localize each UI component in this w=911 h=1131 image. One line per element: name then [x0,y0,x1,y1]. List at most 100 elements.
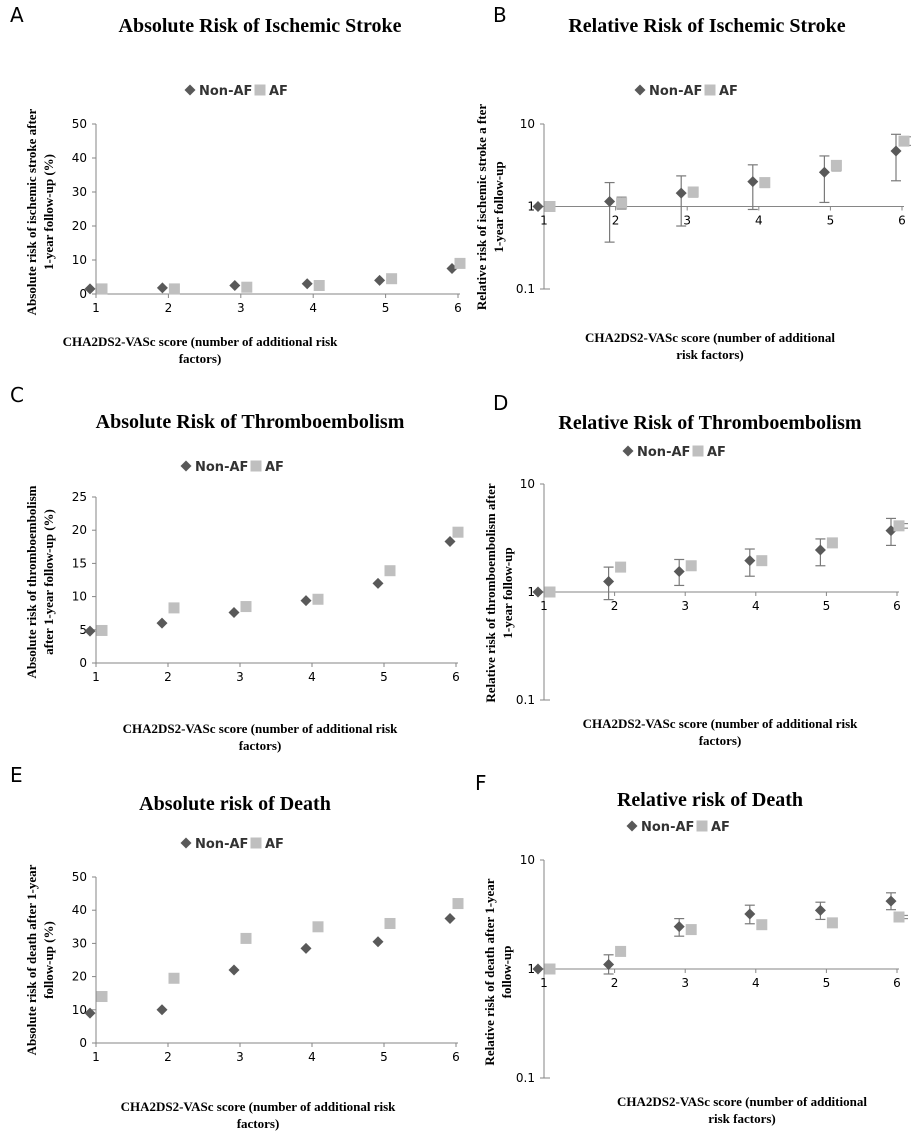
data-point [168,972,180,984]
data-point [301,278,313,290]
data-point [372,936,384,948]
y-axis-label-line: follow-up [499,946,514,999]
chart-title: Relative risk of Death [617,789,803,811]
y-tick-label: 10 [72,253,87,267]
legend-marker-af [250,460,262,472]
series-af [544,911,905,975]
error-bars-non-af [604,133,901,243]
data-point [386,273,398,285]
data-point [687,186,699,198]
legend: Non-AF AF [634,84,738,99]
chart-panel-e: E Absolute risk of Death Non-AF AF 0 10 20 30 40… [10,763,464,1131]
y-tick-label: 10 [72,590,87,604]
x-tick-label: 2 [165,301,173,315]
data-point [893,911,905,923]
y-tick-label: 40 [72,151,87,165]
series-non-af [84,913,456,1019]
panel-letter: F [475,771,487,795]
data-point [372,577,384,589]
data-point [384,917,396,929]
data-point [452,526,464,538]
data-point [744,555,756,567]
y-tick-label: 10 [520,117,535,131]
chart-panel-b: B Relative Risk of Ischemic Stroke Non-AF A… [474,3,911,362]
x-axis-label-line: factors) [237,1116,280,1131]
data-point [313,280,325,291]
legend-label: AF [269,84,288,99]
chart-title: Relative Risk of Thromboembolism [558,412,861,434]
chart-title: Absolute Risk of Ischemic Stroke [119,15,402,37]
data-point [756,555,768,567]
x-axis-label-line: CHA2DS2-VASc score (number of additional… [121,1099,397,1114]
legend-marker-non-af [180,460,192,472]
data-point [604,195,616,207]
axes: 0 10 20 30 40 50 1 2 3 4 5 6 [72,870,460,1064]
x-tick-label: 4 [755,214,763,228]
data-point [454,257,466,269]
y-tick-label: 1 [527,585,535,599]
data-point [615,561,627,573]
x-tick-label: 4 [308,1050,316,1064]
y-tick-label: 50 [72,117,87,131]
x-tick-label: 1 [540,599,548,613]
y-tick-label: 40 [72,903,87,917]
legend-label: Non-AF [195,837,248,852]
panel-letter: E [10,763,23,787]
axes: 0.1 1 10 1 2 3 4 5 6 [516,853,901,1085]
error-bars-non-af [603,892,896,975]
series-af [96,898,464,1003]
y-tick-label: 5 [79,623,87,637]
y-tick-label: 10 [520,477,535,491]
x-axis-label-line: factors) [239,738,282,753]
chart-panel-c: C Absolute Risk of Thromboembolism Non-AF A… [10,383,464,753]
y-axis-label-line: Absolute risk of thromboembolism [24,485,39,678]
data-point [747,176,759,188]
x-tick-label: 4 [752,976,760,990]
legend: Non-AF AF [180,837,284,852]
y-axis-label-line: Absolute risk of ischemic stroke after [24,108,39,315]
x-tick-label: 1 [92,1050,100,1064]
data-point [228,607,240,619]
y-axis-label: Absolute risk of thromboembolism after 1-… [24,485,56,678]
y-axis-label-line: Relative risk of thromboembolism after [483,483,498,703]
series-af [96,257,466,295]
x-axis-label: CHA2DS2-VASc score (number of additional… [121,1099,397,1131]
data-point [168,602,180,614]
x-axis-label-line: CHA2DS2-VASc score (number of additional… [583,716,859,731]
series-non-af [84,263,458,295]
data-point [84,283,96,295]
data-point [830,159,842,171]
x-tick-label: 1 [540,214,548,228]
y-tick-label: 20 [72,219,87,233]
data-point [312,593,324,605]
data-point [814,544,826,556]
series-non-af [532,525,897,598]
y-tick-label: 0 [79,287,87,301]
axes: 0.1 1 10 1 2 3 4 5 6 [516,117,906,296]
y-tick-label: 0 [79,1036,87,1050]
x-tick-label: 5 [380,670,388,684]
panel-letter: C [10,383,24,407]
y-tick-label: 0.1 [516,1071,535,1085]
y-axis-label: Relative risk of ischemic stroke a fter 1… [474,104,506,310]
data-point [532,586,544,598]
legend: Non-AF AF [622,445,726,460]
legend-marker-non-af [634,84,646,96]
data-point [890,145,902,157]
data-point [374,274,386,286]
data-point [544,586,556,598]
legend-marker-non-af [626,820,638,832]
legend-marker-af [696,820,708,832]
x-tick-label: 3 [237,301,245,315]
legend-marker-af [250,837,262,849]
y-tick-label: 10 [520,853,535,867]
legend-label: Non-AF [199,84,252,99]
legend-marker-non-af [184,84,196,96]
y-axis-label-line: Relative risk of ischemic stroke a fter [474,104,489,310]
legend: Non-AF AF [184,84,288,99]
x-tick-label: 5 [380,1050,388,1064]
y-tick-label: 10 [72,1003,87,1017]
x-tick-label: 1 [92,670,100,684]
x-axis-label-line: factors) [179,351,222,366]
